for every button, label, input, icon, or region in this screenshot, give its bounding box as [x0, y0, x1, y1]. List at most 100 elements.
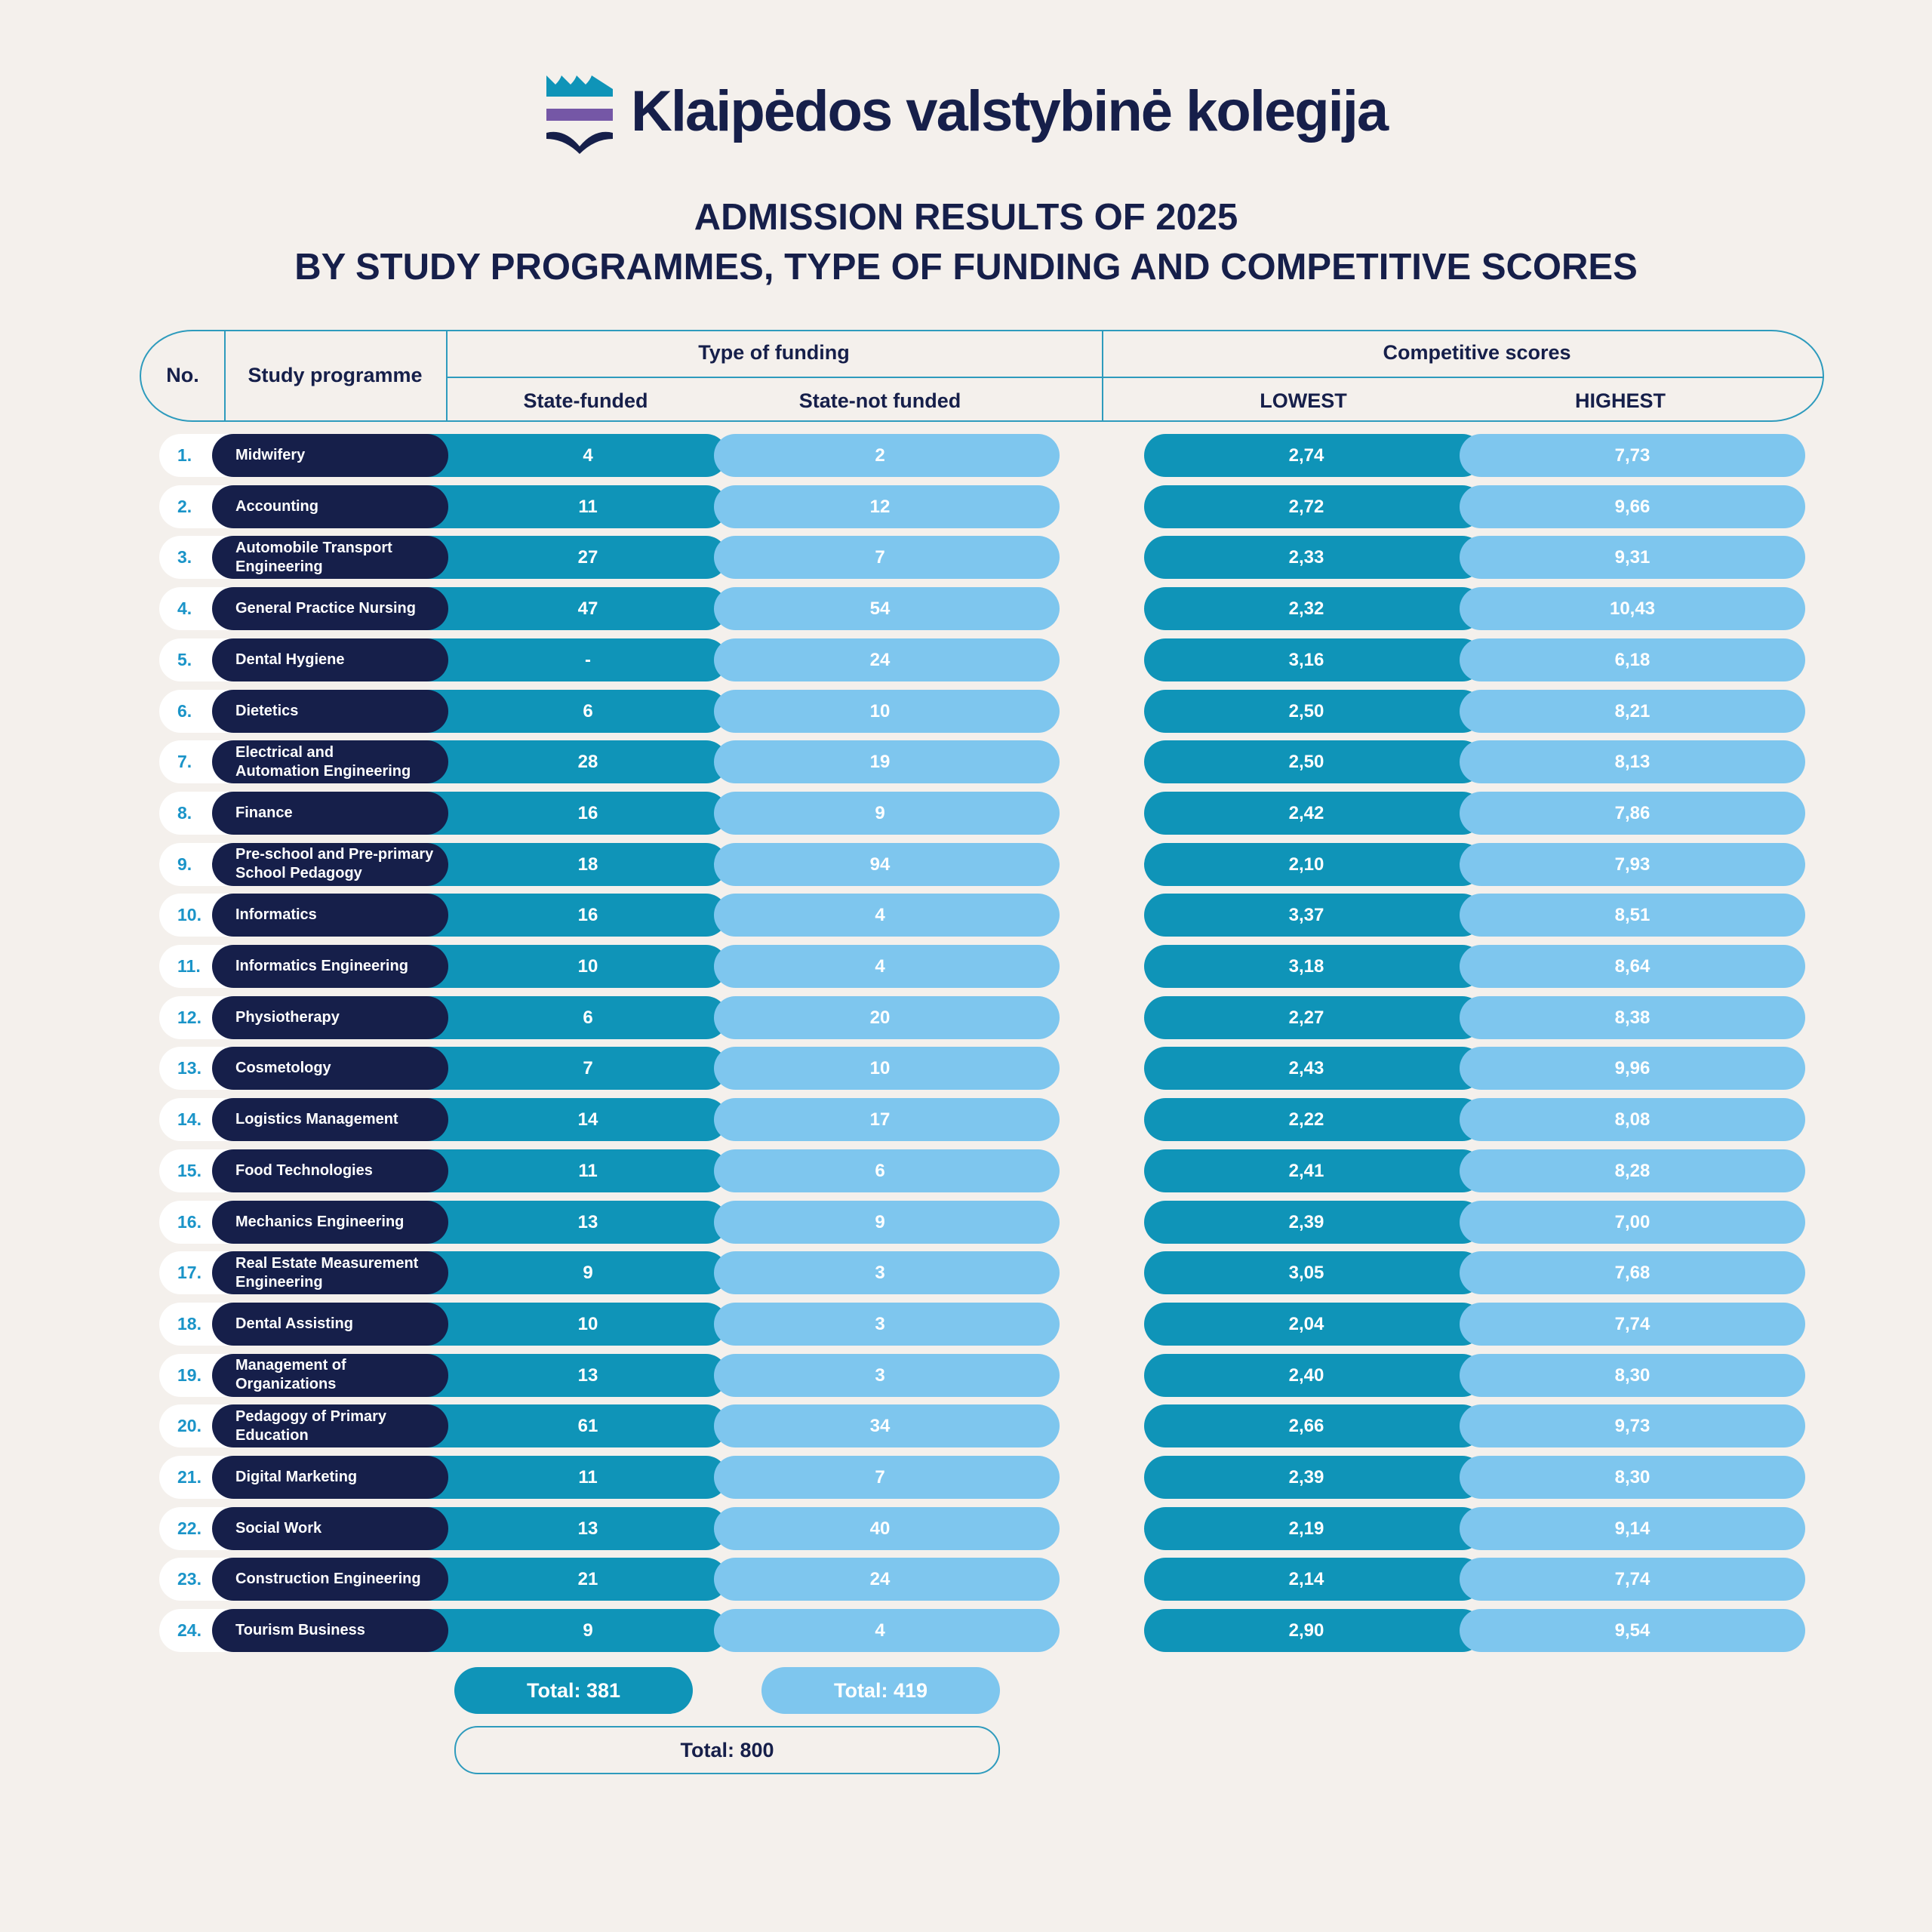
- programme-name: Automobile Transport Engineering: [235, 539, 392, 575]
- highest-score-cell: 7,68: [1460, 1251, 1805, 1295]
- row-number: 22.: [177, 1518, 202, 1538]
- programme-name-cell: Cosmetology: [212, 1047, 448, 1091]
- table-row: 2. Accounting 11 12 2,72 9,66: [159, 485, 1805, 528]
- programme-name-cell: Informatics Engineering: [212, 945, 448, 988]
- table-row: 5. Dental Hygiene - 24 3,16 6,18: [159, 638, 1805, 681]
- state-not-funded-cell: 7: [714, 1456, 1060, 1499]
- state-funded-cell: 7: [426, 1047, 728, 1091]
- row-number: 5.: [177, 649, 192, 669]
- brand-name: Klaipėdos valstybinė kolegija: [631, 78, 1389, 143]
- lowest-score-cell: 2,39: [1144, 1456, 1484, 1499]
- state-funded-cell: 47: [426, 587, 728, 631]
- lowest-score-value: 2,41: [1288, 1160, 1324, 1181]
- state-not-funded-value: 4: [875, 956, 885, 977]
- highest-score-value: 9,66: [1614, 496, 1651, 517]
- state-funded-value: 21: [577, 1569, 598, 1590]
- table-row: 11. Informatics Engineering 10 4 3,18 8,64: [159, 945, 1805, 988]
- lowest-score-cell: 2,10: [1144, 842, 1484, 886]
- state-funded-value: 18: [577, 854, 598, 875]
- state-not-funded-cell: 34: [714, 1404, 1060, 1448]
- state-funded-value: 11: [578, 1467, 598, 1487]
- state-funded-cell: 61: [426, 1404, 728, 1448]
- table-row: 6. Dietetics 6 10 2,50 8,21: [159, 689, 1805, 733]
- table-row: 3. Automobile Transport Engineering 27 7 2,3…: [159, 536, 1805, 580]
- programme-name: Dental Assisting: [235, 1315, 353, 1332]
- row-number: 17.: [177, 1263, 202, 1283]
- lowest-score-cell: 2,40: [1144, 1353, 1484, 1397]
- highest-score-cell: 7,74: [1460, 1558, 1805, 1601]
- lowest-score-value: 2,10: [1288, 854, 1324, 875]
- highest-score-cell: 8,64: [1460, 945, 1805, 988]
- highest-score-cell: 9,31: [1460, 536, 1805, 580]
- programme-name-cell: Automobile Transport Engineering: [212, 536, 448, 580]
- highest-score-value: 8,13: [1614, 752, 1651, 773]
- highest-score-cell: 7,73: [1460, 434, 1805, 477]
- lowest-score-cell: 2,90: [1144, 1609, 1484, 1653]
- state-not-funded-cell: 54: [714, 587, 1060, 631]
- row-number: 7.: [177, 752, 192, 772]
- table-row: 8. Finance 16 9 2,42 7,86: [159, 791, 1805, 835]
- programme-name-cell: Informatics: [212, 894, 448, 937]
- state-not-funded-cell: 7: [714, 536, 1060, 580]
- programme-name: Dental Hygiene: [235, 651, 345, 668]
- row-number: 24.: [177, 1620, 202, 1641]
- state-not-funded-value: 40: [869, 1518, 891, 1539]
- state-funded-cell: 10: [426, 1302, 728, 1346]
- state-not-funded-cell: 17: [714, 1098, 1060, 1142]
- highest-score-value: 7,00: [1614, 1211, 1651, 1232]
- programme-name-cell: Food Technologies: [212, 1149, 448, 1192]
- highest-score-cell: 8,08: [1460, 1098, 1805, 1142]
- state-funded-cell: 13: [426, 1506, 728, 1550]
- header-divider: [446, 331, 448, 420]
- lowest-score-value: 2,40: [1288, 1364, 1324, 1386]
- state-not-funded-value: 4: [875, 1620, 885, 1641]
- header-divider: [224, 331, 226, 420]
- row-number: 13.: [177, 1058, 202, 1078]
- state-not-funded-cell: 24: [714, 638, 1060, 681]
- programme-name: Dietetics: [235, 702, 299, 719]
- state-funded-cell: 6: [426, 995, 728, 1039]
- highest-score-value: 8,30: [1614, 1467, 1651, 1487]
- highest-score-value: 8,38: [1614, 1007, 1651, 1028]
- programme-name: Electrical and Automation Engineering: [235, 743, 411, 780]
- lowest-score-cell: 2,14: [1144, 1558, 1484, 1601]
- programme-name-cell: General Practice Nursing: [212, 587, 448, 631]
- highest-score-value: 7,93: [1614, 854, 1651, 875]
- state-not-funded-value: 4: [875, 905, 885, 926]
- state-funded-cell: 6: [426, 689, 728, 733]
- state-funded-value: 7: [583, 1058, 593, 1079]
- table-row: 22. Social Work 13 40 2,19 9,14: [159, 1506, 1805, 1550]
- header-type-of-funding: Type of funding: [698, 341, 850, 364]
- lowest-score-cell: 2,27: [1144, 995, 1484, 1039]
- highest-score-value: 8,08: [1614, 1109, 1651, 1131]
- state-not-funded-cell: 3: [714, 1353, 1060, 1397]
- state-not-funded-value: 24: [869, 649, 891, 670]
- state-funded-value: 10: [577, 1313, 598, 1334]
- table-row: 24. Tourism Business 9 4 2,90 9,54: [159, 1609, 1805, 1653]
- lowest-score-cell: 2,66: [1144, 1404, 1484, 1448]
- lowest-score-value: 2,27: [1288, 1007, 1324, 1028]
- highest-score-value: 7,86: [1614, 802, 1651, 823]
- table-row: 10. Informatics 16 4 3,37 8,51: [159, 894, 1805, 937]
- programme-name-cell: Tourism Business: [212, 1609, 448, 1653]
- programme-name: Digital Marketing: [235, 1469, 358, 1485]
- programme-name-cell: Midwifery: [212, 434, 448, 477]
- state-not-funded-value: 54: [869, 598, 891, 620]
- state-funded-cell: 21: [426, 1558, 728, 1601]
- state-not-funded-value: 17: [869, 1109, 891, 1131]
- programme-name: Accounting: [235, 497, 318, 515]
- highest-score-cell: 9,54: [1460, 1609, 1805, 1653]
- state-funded-value: 13: [577, 1364, 598, 1386]
- row-number: 10.: [177, 905, 202, 925]
- table-row: 14. Logistics Management 14 17 2,22 8,08: [159, 1098, 1805, 1142]
- state-not-funded-value: 2: [875, 445, 885, 466]
- table-row: 23. Construction Engineering 21 24 2,14 7,74: [159, 1558, 1805, 1601]
- row-number: 21.: [177, 1467, 202, 1487]
- state-not-funded-value: 6: [875, 1160, 885, 1181]
- state-not-funded-value: 9: [875, 1211, 885, 1232]
- state-funded-cell: 11: [426, 1456, 728, 1499]
- table-row: 16. Mechanics Engineering 13 9 2,39 7,00: [159, 1200, 1805, 1244]
- highest-score-cell: 8,30: [1460, 1353, 1805, 1397]
- lowest-score-value: 3,18: [1288, 956, 1324, 977]
- state-funded-cell: 11: [426, 485, 728, 528]
